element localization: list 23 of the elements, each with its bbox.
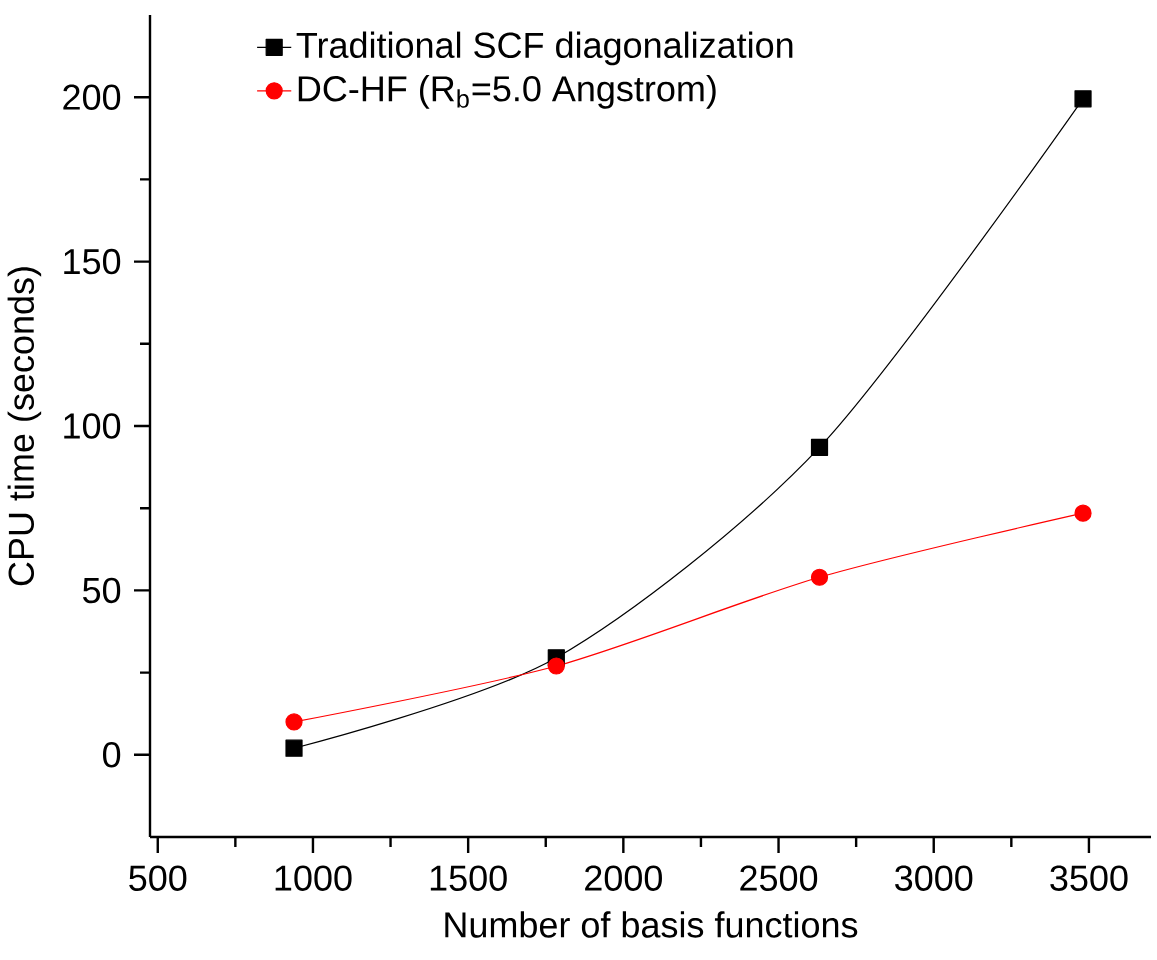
y-tick-label: 200 [63, 84, 121, 110]
x-tick-label: 500 [129, 865, 187, 891]
point [810, 568, 829, 586]
point [285, 739, 303, 757]
y-tick-label: 150 [64, 248, 121, 275]
point [547, 657, 565, 675]
point [285, 713, 303, 731]
y-tick-label: 50 [83, 577, 121, 604]
x-axis-title: Number of basis functions [445, 911, 858, 938]
point [1074, 90, 1092, 108]
x-tick-label: 2000 [585, 865, 662, 891]
x-tick-label: 3000 [895, 865, 973, 891]
y-tick-label: 0 [102, 742, 121, 768]
point [810, 438, 829, 456]
x-tick-label: 1500 [430, 865, 507, 891]
x-tick-label: 3500 [1050, 865, 1128, 891]
x-tick-label: 2500 [740, 865, 818, 891]
legend-label: Traditional SCF diagonalization [296, 31, 793, 66]
point [1074, 504, 1092, 522]
legend-label: DC-HF (R$_{b}$=5.0 Angstrom) [298, 75, 716, 109]
x-tick-label: 1000 [275, 865, 352, 891]
y-tick-label: 100 [64, 413, 121, 439]
y-axis-title: CPU time (seconds) [7, 267, 42, 586]
